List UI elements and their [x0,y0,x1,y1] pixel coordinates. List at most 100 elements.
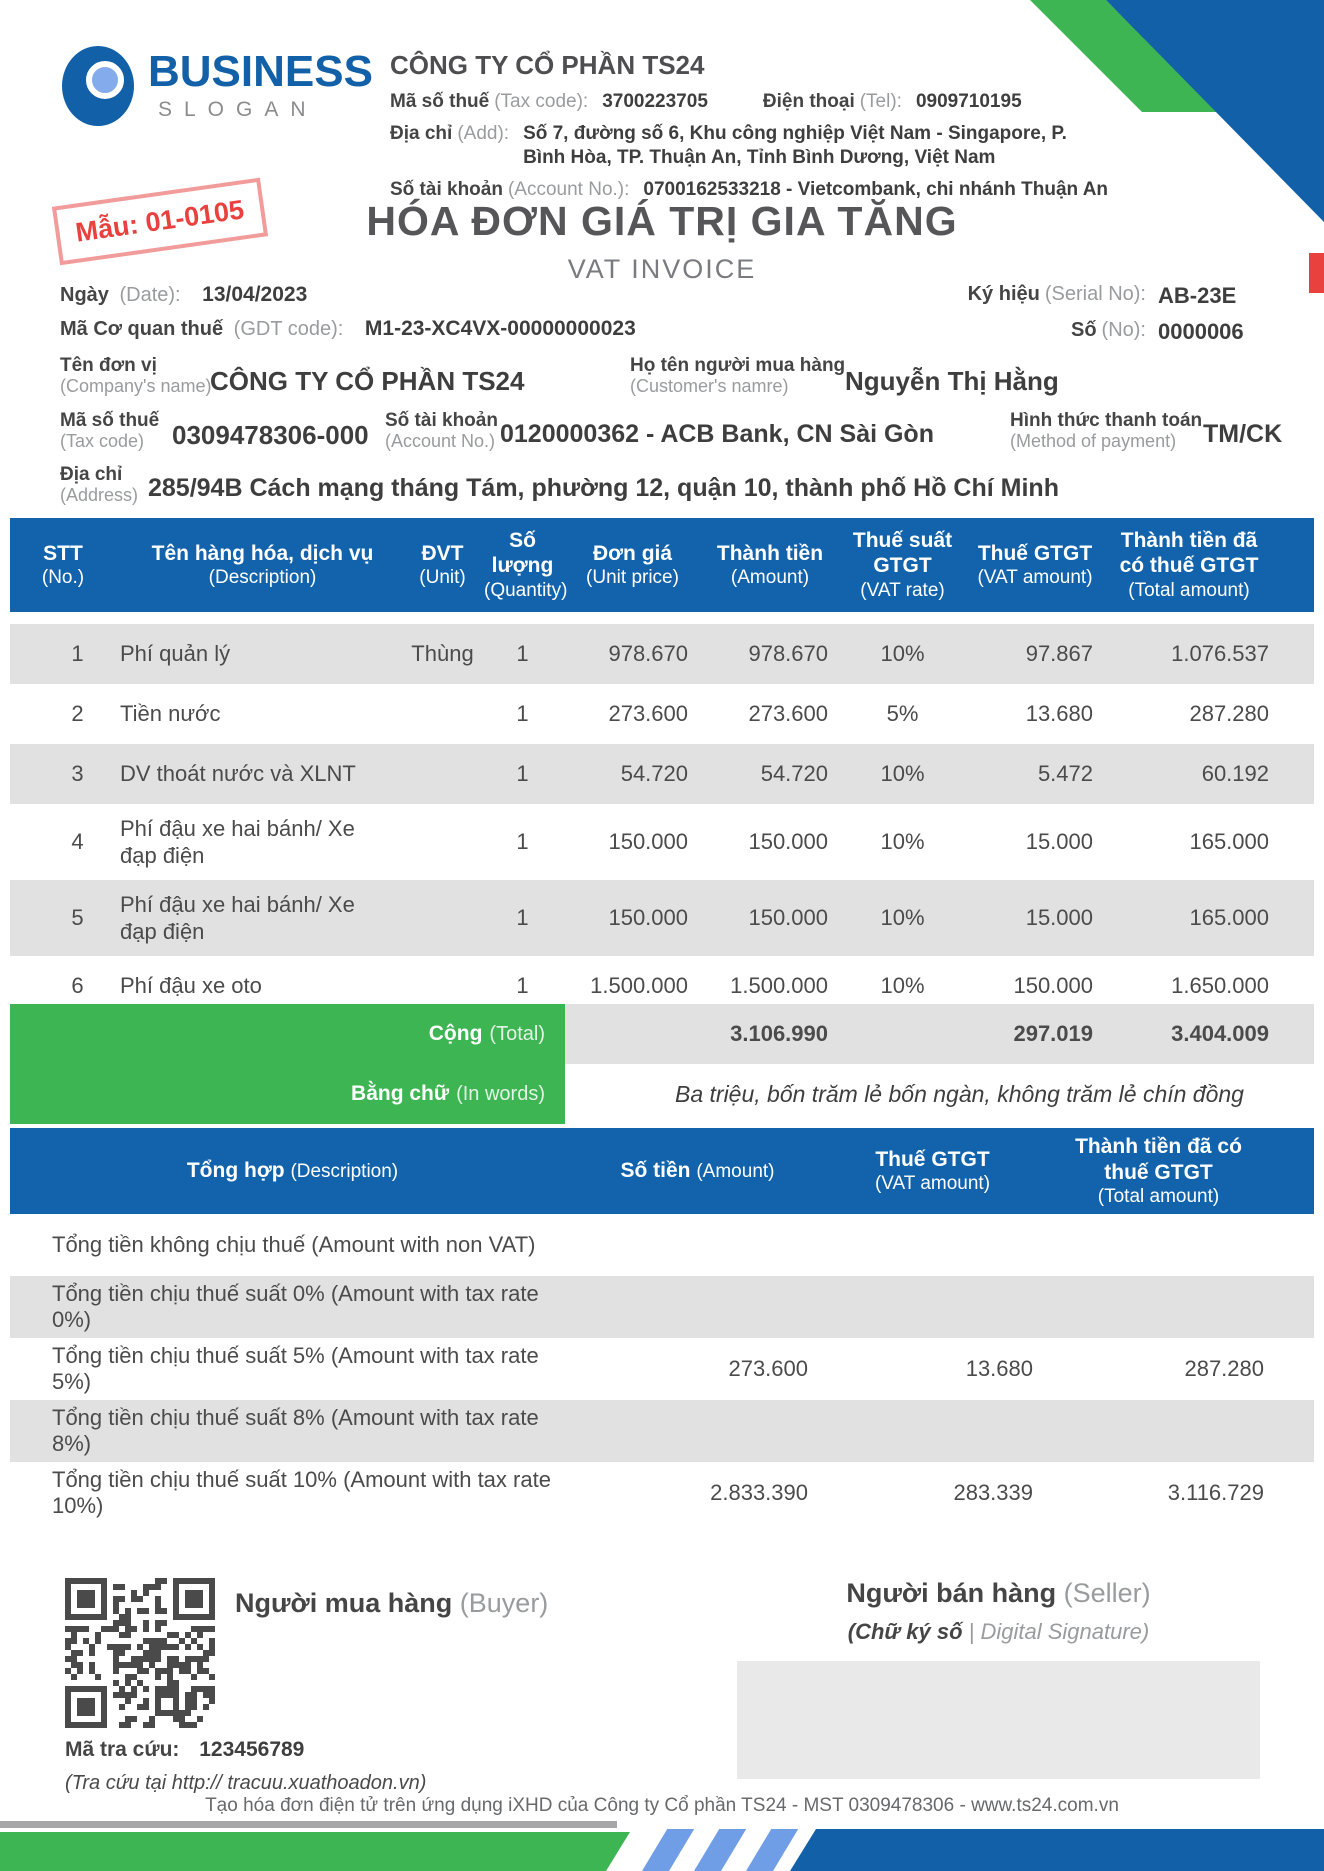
cell-description: Phí đậu xe hai bánh/ Xe đạp điện [120,891,355,945]
total-vat-amount: 297.019 [1013,1021,1093,1046]
cell-amount: 273.600 [748,701,828,726]
cell-total: 165.000 [1189,829,1269,854]
cell-unit-price: 1.500.000 [590,973,688,998]
cell-vat-rate: 10% [880,761,925,786]
cell-stt: 4 [71,829,84,854]
table-row: 1 Phí quản lý Thùng 1 978.670 978.670 10% 97.86… [10,624,1314,684]
buyer-company-label: Tên đơn vị (Company's name) [60,355,212,397]
gdt-code-row: Mã Cơ quan thuế (GDT code): M1-23-XC4VX-… [60,317,636,341]
lookup-code-value: 123456789 [199,1738,305,1761]
summary-label: Tổng tiền chịu thuế suất 5% (Amount with… [52,1343,539,1395]
payment-method-label: Hình thức thanh toán (Method of payment) [1010,410,1203,452]
bottom-blue-bar [790,1829,1324,1871]
summary-row: Tổng tiền chịu thuế suất 0% (Amount with… [10,1276,1314,1339]
buyer-account-label: Số tài khoản (Account No.) [385,410,498,452]
cell-total: 165.000 [1189,905,1269,930]
summary-row: Tổng tiền không chịu thuế (Amount with n… [10,1214,1314,1276]
cell-amount: 54.720 [760,761,828,786]
digital-signature-note: (Chữ ký số | Digital Signature) [847,1619,1150,1644]
lookup-code-row: Mã tra cứu: 123456789 [65,1738,304,1762]
bottom-stripe [694,1829,747,1871]
bottom-green-bar [0,1832,630,1871]
table-row: 6 Phí đậu xe oto 1 1.500.000 1.500.000 10% 150… [10,956,1314,1016]
table-row: 5 Phí đậu xe hai bánh/ Xe đạp điện 1 150.00… [10,880,1314,956]
corner-decoration [1030,0,1324,222]
header-amount: Thành tiền (Amount) [716,541,824,589]
cell-quantity: 1 [516,761,529,786]
header-quantity: Số lượng (Quantity) [484,528,568,602]
summary-label: Tổng tiền chịu thuế suất 10% (Amount wit… [52,1467,551,1519]
table-row: 3 DV thoát nước và XLNT 1 54.720 54.720 10% 5.… [10,744,1314,804]
cell-vat-rate: 10% [880,829,925,854]
seller-address-label-en: (Add): [457,123,510,144]
buyer-address-label: Địa chỉ (Address) [60,464,139,506]
number-label: Số (No): [1070,319,1146,341]
date-label-en: (Date): [119,284,181,306]
header-vat-amount: Thuế GTGT (VAT amount) [977,541,1093,589]
seller-taxcode-label-en: (Tax code): [494,91,589,112]
cell-description: Phí đậu xe oto [120,973,262,999]
seller-taxcode-row: Mã số thuế (Tax code): 3700223705 Điện t… [390,91,1120,113]
total-label: Cộng (Total) [10,1004,565,1064]
bottom-decoration [0,1821,1324,1871]
amount-in-words: Ba triệu, bốn trăm lẻ bốn ngàn, không tr… [675,1080,1244,1107]
cell-stt: 1 [71,641,84,666]
cell-vat-amount: 15.000 [1025,905,1093,930]
cell-unit-price: 150.000 [608,829,688,854]
seller-name: CÔNG TY CỔ PHẦN TS24 [390,50,705,80]
seller-account-label-en: (Account No.): [507,178,630,200]
cell-amount: 1.500.000 [730,973,828,998]
seller-tel-label: Điện thoại [762,91,855,112]
cell-total: 1.076.537 [1171,641,1269,666]
seller-info: CÔNG TY CỔ PHẦN TS24 Mã số thuế (Tax cod… [390,50,1120,210]
invoice-subtitle: VAT INVOICE [567,254,757,284]
invoice-title: HÓA ĐƠN GIÁ TRỊ GIA TĂNG [366,198,958,244]
items-table-body: 1 Phí quản lý Thùng 1 978.670 978.670 10% 97.86… [10,624,1314,1016]
header-stt: STT (No.) [41,541,85,589]
cell-total: 60.192 [1201,761,1269,786]
logo-title: BUSINESS [148,47,373,96]
invoice-meta-left: Ngày (Date): 13/04/2023 Mã Cơ quan thuế … [60,283,636,351]
buyer-taxcode-value: 0309478306-000 [172,420,369,450]
cell-unit-price: 978.670 [608,641,688,666]
items-table-header: STT (No.) Tên hàng hóa, dịch vụ (Descripti… [10,518,1314,612]
serial-value: AB-23E [1158,283,1237,308]
seller-account-value: 0700162533218 - Vietcombank, chi nhánh T… [643,178,1109,200]
in-words-label: Bằng chữ (In words) [10,1064,565,1124]
cell-description: DV thoát nước và XLNT [120,761,356,787]
cell-vat-rate: 10% [880,973,925,998]
header-unit: ĐVT (Unit) [419,541,466,589]
edge-marker [1309,253,1324,293]
grand-total: 3.404.009 [1171,1021,1269,1046]
cell-unit-price: 150.000 [608,905,688,930]
seller-address-row: Địa chỉ (Add): Số 7, đường số 6, Khu côn… [390,122,1120,170]
seller-signature-heading: Người bán hàng (Seller) [846,1578,1151,1608]
summary-header-total: Thành tiền đã có thuế GTGT (Total amount) [1075,1135,1242,1208]
footer-note: Tạo hóa đơn điện tử trên ứng dụng iXHD c… [205,1795,1119,1816]
table-row: 2 Tiền nước 1 273.600 273.600 5% 13.680 287.280 [10,684,1314,744]
totals-section: Cộng (Total) 3.106.990 297.019 3.404.009 Bằ… [10,1004,1314,1124]
cell-unit-price: 273.600 [608,701,688,726]
seller-tel-label-en: (Tel): [859,91,902,112]
total-values: 3.106.990 297.019 3.404.009 [565,1004,1314,1064]
seller-tel-value: 0909710195 [915,91,1022,112]
summary-label: Tổng tiền không chịu thuế (Amount with n… [52,1232,536,1258]
seller-address-label: Địa chỉ [390,123,453,144]
logo-slogan: SLOGAN [158,98,318,121]
summary-total: 3.116.729 [1167,1480,1264,1506]
seller-taxcode-label: Mã số thuế [390,91,490,112]
lookup-url-note: (Tra cứu tại http:// tracuu.xuathoadon.v… [65,1772,427,1794]
summary-amount: 273.600 [728,1356,808,1382]
gdt-label-en: (GDT code): [233,318,344,340]
summary-total: 287.280 [1184,1356,1264,1382]
lookup-code-label: Mã tra cứu: [65,1738,180,1761]
summary-header-vat: Thuế GTGT (VAT amount) [874,1147,991,1195]
table-row: 4 Phí đậu xe hai bánh/ Xe đạp điện 1 150.00… [10,804,1314,880]
header-vat-rate: Thuế suất GTGT (VAT rate) [852,528,953,602]
seller-address-value: Số 7, đường số 6, Khu công nghiệp Việt N… [523,123,1067,168]
cell-quantity: 1 [516,905,529,930]
date-label: Ngày [60,284,109,306]
cell-vat-amount: 97.867 [1025,641,1093,666]
number-value: 0000006 [1158,319,1244,344]
